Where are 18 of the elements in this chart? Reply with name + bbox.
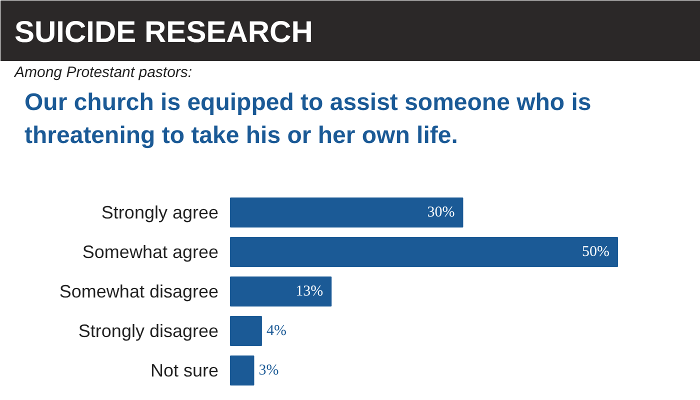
data-label: 4% [266,323,286,339]
y-tick-label: Strongly disagree [78,321,219,341]
y-tick-label: Not sure [150,360,219,380]
text: Our church is equipped to assist someone who is threatening to take his or her own life. [24,89,592,149]
y-tick-label: Strongly agree [101,202,219,222]
data-label: 13% [296,284,324,300]
data-label: 50% [582,244,610,260]
chart-title: SUICIDE RESEARCH [14,16,313,49]
data-label: 3% [258,362,279,378]
bar [230,237,618,267]
bar [230,198,464,228]
bar [230,276,332,306]
y-tick-label: Somewhat agree [82,242,219,262]
text: Among Protestant pastors: [14,64,192,81]
bar [230,316,262,346]
bar [230,356,254,386]
y-tick-label: Somewhat disagree [59,282,219,302]
data-label: 30% [427,204,455,220]
